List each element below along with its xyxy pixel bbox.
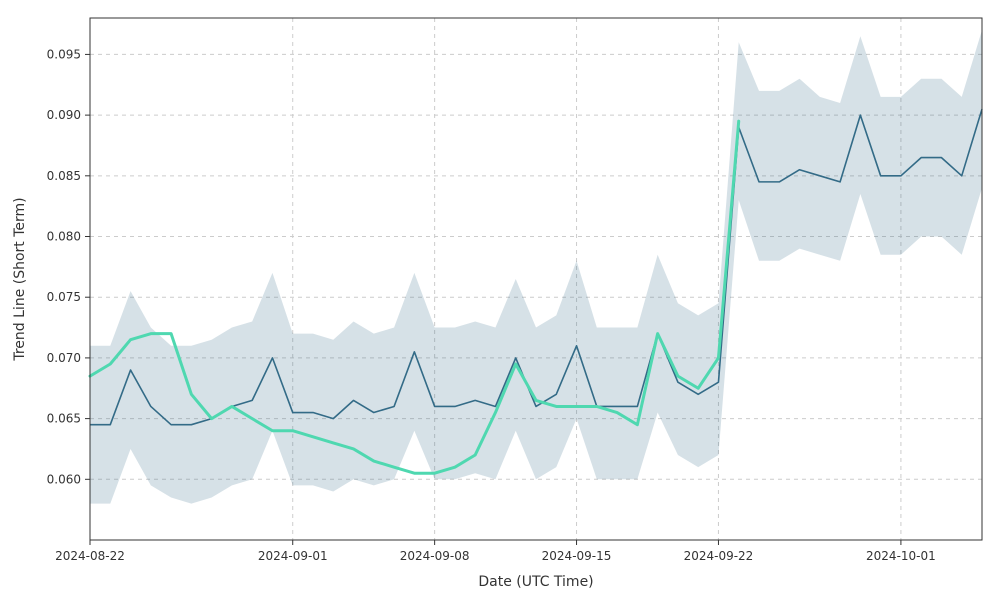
x-tick-label: 2024-10-01 xyxy=(866,549,936,563)
x-tick-label: 2024-08-22 xyxy=(55,549,125,563)
y-tick-label: 0.080 xyxy=(47,230,81,244)
chart-container: 0.060 0.065 0.070 0.075 0.080 0.085 0.090 0.095… xyxy=(0,0,1000,600)
y-tick-label: 0.075 xyxy=(47,290,81,304)
y-tick-label: 0.090 xyxy=(47,108,81,122)
x-tick-label: 2024-09-01 xyxy=(258,549,328,563)
x-axis-label: Date (UTC Time) xyxy=(478,574,593,590)
y-axis-label: Trend Line (Short Term) xyxy=(12,197,28,361)
y-tick-label: 0.060 xyxy=(47,472,81,486)
y-tick-label: 0.095 xyxy=(47,47,81,61)
y-tick-label: 0.070 xyxy=(47,351,81,365)
chart-svg: 0.060 0.065 0.070 0.075 0.080 0.085 0.090 0.095… xyxy=(0,0,1000,600)
x-tick-label: 2024-09-08 xyxy=(400,549,470,563)
x-tick-label: 2024-09-15 xyxy=(542,549,612,563)
x-tick-label: 2024-09-22 xyxy=(684,549,754,563)
y-tick-label: 0.065 xyxy=(47,412,81,426)
y-tick-label: 0.085 xyxy=(47,169,81,183)
